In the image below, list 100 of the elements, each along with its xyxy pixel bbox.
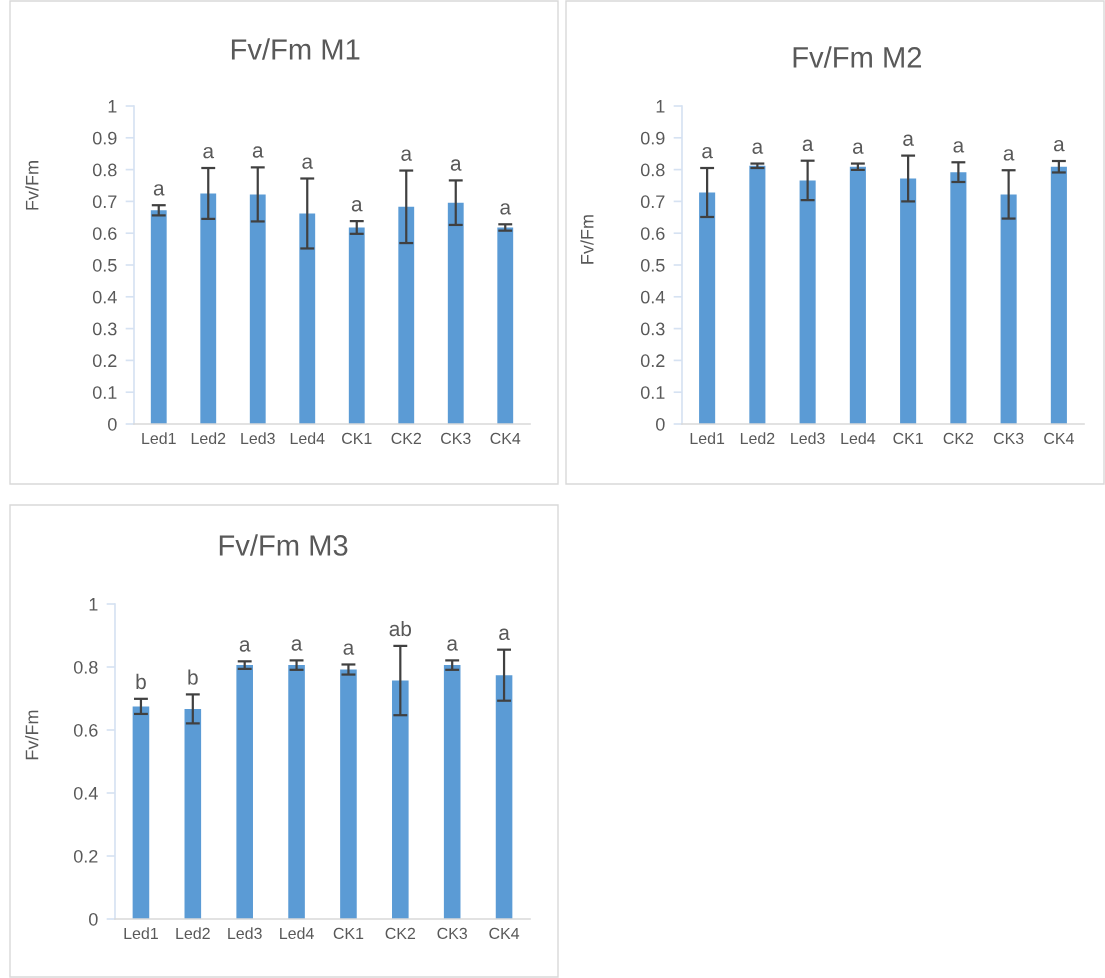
- annotation: a: [252, 146, 264, 158]
- bar: [447, 202, 464, 424]
- bar: [749, 165, 766, 424]
- x-tick-label: CK3: [441, 432, 471, 445]
- y-tick-label: 0.6: [640, 227, 665, 240]
- x-tick-label: CK4: [490, 432, 521, 445]
- bar: [299, 213, 316, 424]
- annotation: b: [136, 673, 146, 690]
- annotation: a: [302, 157, 314, 169]
- annotation: ab: [389, 620, 412, 637]
- x-tick-label: Led1: [142, 432, 176, 445]
- y-tick-label: 0.8: [640, 163, 665, 177]
- x-tick-label: Led1: [690, 432, 725, 445]
- bar: [288, 665, 305, 919]
- x-tick-label: CK2: [385, 927, 416, 940]
- y-tick-label: 0.2: [92, 354, 117, 368]
- y-tick-label: 0.6: [73, 723, 98, 737]
- annotation: a: [153, 184, 165, 196]
- annotation: a: [1003, 149, 1015, 161]
- y-tick-label: 0.9: [640, 131, 665, 145]
- x-tick-label: CK3: [437, 927, 468, 940]
- annotation: a: [953, 141, 965, 153]
- bar: [132, 706, 150, 919]
- annotation: a: [351, 200, 363, 212]
- y-tick-label: 0.7: [92, 195, 117, 209]
- annotation: a: [1053, 139, 1065, 152]
- x-tick-label: Led2: [191, 432, 226, 445]
- chart-title: Fv/Fm M1: [231, 38, 360, 60]
- annotation: a: [802, 139, 814, 152]
- bar: [497, 227, 514, 424]
- y-tick-label: 0.3: [92, 322, 117, 336]
- annotation: a: [499, 628, 510, 640]
- x-tick-label: Led4: [290, 432, 325, 445]
- y-tick-label: 0.8: [92, 163, 117, 177]
- annotation: a: [903, 134, 914, 146]
- bar: [340, 669, 357, 919]
- bar: [392, 680, 409, 919]
- y-tick-label: 0.7: [640, 195, 665, 209]
- y-tick-label: 0.4: [640, 290, 665, 304]
- y-tick-label: 0: [108, 417, 117, 431]
- bar: [799, 180, 816, 424]
- y-tick-label: 0.4: [73, 786, 98, 800]
- bar: [495, 675, 513, 919]
- bar: [900, 178, 917, 424]
- y-tick-label: 1: [108, 100, 117, 113]
- y-axis-title: Fv/Fm: [25, 161, 39, 210]
- bar: [249, 194, 266, 424]
- x-tick-label: CK1: [342, 432, 372, 445]
- x-tick-label: Led4: [841, 432, 876, 445]
- bar: [1050, 166, 1067, 424]
- y-tick-label: 0: [89, 912, 98, 926]
- annotation: b: [188, 669, 198, 685]
- bar: [950, 172, 967, 424]
- annotation: a: [343, 643, 355, 655]
- y-tick-label: 1: [89, 598, 98, 611]
- x-tick-label: Led3: [241, 432, 275, 445]
- bar: [236, 665, 253, 919]
- annotation: a: [239, 640, 251, 652]
- bar: [184, 708, 202, 919]
- y-tick-label: 0.1: [92, 386, 117, 399]
- x-tick-label: CK3: [993, 432, 1024, 445]
- y-tick-label: 0.8: [73, 660, 98, 674]
- y-axis-title: Fv/Fm: [25, 710, 39, 760]
- y-tick-label: 0.2: [640, 354, 665, 368]
- x-tick-label: CK2: [943, 432, 974, 445]
- bar: [849, 166, 866, 424]
- y-tick-label: 0.6: [92, 227, 117, 240]
- x-tick-label: CK4: [489, 927, 520, 940]
- y-axis-title: Fv/Fm: [580, 215, 594, 264]
- bar: [398, 206, 415, 424]
- x-tick-label: Led2: [176, 927, 210, 940]
- x-tick-label: Led3: [228, 927, 262, 940]
- y-tick-label: 0.3: [640, 322, 665, 336]
- bar: [1000, 194, 1017, 424]
- x-tick-label: Led1: [124, 927, 158, 940]
- bar: [348, 227, 365, 424]
- x-tick-label: CK1: [893, 432, 923, 445]
- annotation: a: [500, 203, 512, 215]
- y-tick-label: 0.5: [640, 258, 665, 272]
- annotation: a: [450, 159, 462, 171]
- bar: [200, 193, 217, 424]
- y-tick-label: 0.5: [92, 258, 117, 272]
- y-tick-label: 0.1: [640, 386, 665, 399]
- annotation: a: [447, 639, 458, 651]
- y-tick-label: 1: [656, 100, 665, 113]
- x-tick-label: Led2: [740, 432, 775, 445]
- y-tick-label: 0.4: [92, 290, 117, 304]
- y-tick-label: 0.9: [92, 131, 117, 145]
- bar: [699, 192, 716, 424]
- bar: [150, 210, 167, 424]
- annotation: a: [702, 146, 713, 159]
- bar: [443, 665, 461, 919]
- annotation: a: [291, 639, 303, 651]
- x-tick-label: Led4: [280, 927, 314, 940]
- x-tick-label: Led3: [791, 432, 825, 445]
- x-tick-label: CK2: [391, 432, 421, 445]
- chart-title: Fv/Fm M2: [793, 46, 922, 68]
- annotation: a: [203, 146, 215, 159]
- y-tick-label: 0: [656, 417, 665, 431]
- x-tick-label: CK4: [1044, 432, 1074, 445]
